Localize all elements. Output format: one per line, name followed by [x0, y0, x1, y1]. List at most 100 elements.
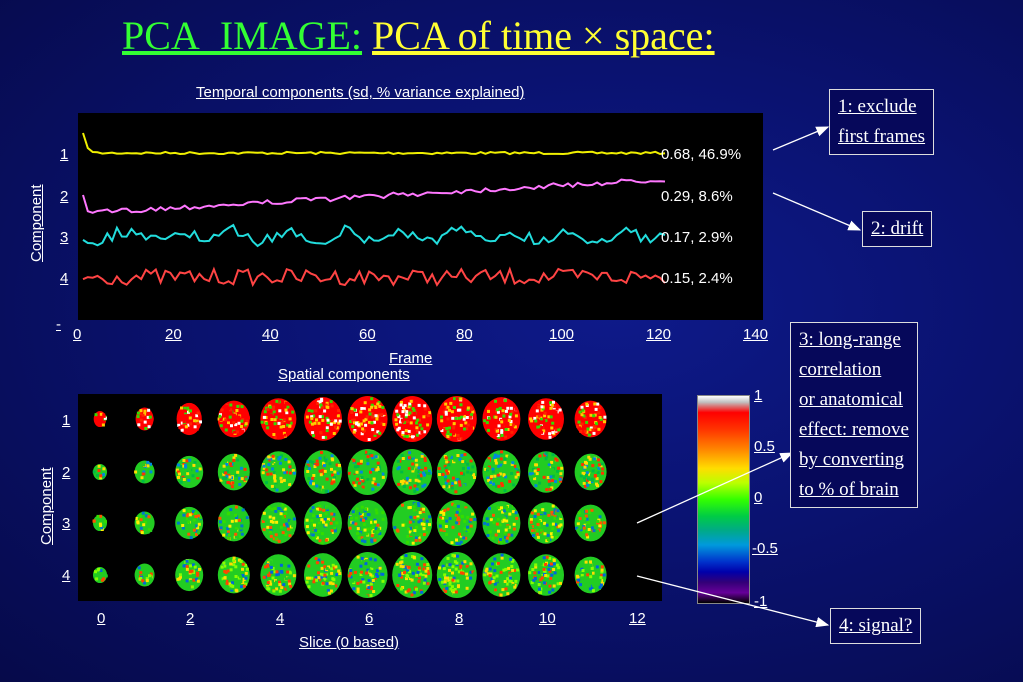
slide-title: PCA_IMAGE: PCA of time × space: [122, 12, 715, 59]
spatial-ytick-1: 1 [62, 412, 71, 429]
temporal-xtick: 20 [165, 326, 182, 343]
spatial-slice [134, 563, 155, 587]
spatial-slice [574, 453, 607, 491]
spatial-slice [347, 396, 388, 442]
spatial-slice [528, 554, 564, 596]
spatial-slice [574, 556, 607, 594]
spatial-slice [176, 402, 202, 436]
temporal-svg: 0.68, 46.9% 0.29, 8.6% 0.17, 2.9% 0.15, 2.4… [82, 132, 741, 288]
arrow-4 [636, 575, 830, 628]
colorbar-tick: 0 [754, 489, 763, 506]
temporal-xticks: 0 20 40 60 80 100 120 140 [66, 326, 786, 346]
spatial-ytick-2: 2 [62, 464, 71, 481]
temporal-xtick: 80 [456, 326, 473, 343]
temporal-ytick-3: 3 [60, 229, 69, 246]
title-prefix: PCA_IMAGE: [122, 13, 363, 58]
spatial-slice [134, 460, 155, 484]
spatial-title: Spatial components [278, 366, 410, 383]
temporal-xtick: 60 [359, 326, 376, 343]
temporal-ytick-4: 4 [60, 270, 69, 287]
spatial-xtick: 6 [365, 610, 374, 627]
spatial-slice [134, 511, 155, 535]
note-line: correlation [799, 359, 882, 380]
spatial-slice [93, 410, 107, 428]
note-exclude-first-frames: 1: exclude first frames [829, 89, 935, 155]
title-main: PCA of time × space: [372, 13, 715, 58]
temporal-xtick: 100 [549, 326, 575, 343]
temporal-xlabel: Frame [389, 350, 433, 367]
note-line: 3: long-range [799, 329, 901, 350]
note-drift: 2: drift [862, 211, 933, 247]
spatial-slice [392, 449, 433, 495]
arrow-2 [772, 192, 862, 231]
spatial-slice [392, 500, 433, 546]
spatial-slice [260, 554, 297, 596]
spatial-plot [78, 394, 662, 601]
spatial-xtick: 12 [629, 610, 646, 627]
temporal-series-label: 0.15, 2.4% [661, 270, 733, 287]
spatial-svg [92, 396, 607, 598]
spatial-xlabel: Slice (0 based) [299, 634, 400, 651]
temporal-title: Temporal components (sd, % variance expl… [196, 84, 525, 101]
note-long-range-correlation: 3: long-range correlation or anatomical … [790, 322, 918, 508]
note-line: to % of brain [799, 479, 899, 500]
spatial-xtick: 10 [539, 610, 556, 627]
spatial-slice [574, 400, 607, 438]
spatial-slice [347, 500, 388, 546]
temporal-series-label: 0.29, 8.6% [661, 188, 733, 205]
spatial-slice [482, 450, 521, 494]
colorbar-tick: 1 [754, 387, 763, 404]
spatial-xtick: 0 [97, 610, 106, 627]
colorbar-tick: -1 [754, 593, 768, 610]
note-line: 4: signal? [839, 615, 913, 636]
spatial-slice [93, 566, 108, 584]
spatial-slice [260, 502, 297, 544]
spatial-xtick: 8 [455, 610, 464, 627]
spatial-slice [92, 463, 107, 481]
temporal-series-line [82, 178, 666, 214]
spatial-slice [482, 501, 521, 545]
spatial-xticks: 0 2 4 6 8 10 12 [90, 610, 670, 630]
colorbar [697, 395, 750, 604]
temporal-xtick: 140 [743, 326, 769, 343]
spatial-slice [528, 502, 564, 544]
spatial-slice [347, 552, 388, 598]
spatial-slice [304, 553, 342, 597]
spatial-ytick-3: 3 [62, 515, 71, 532]
spatial-slice [135, 407, 154, 431]
note-line: effect: remove [799, 419, 909, 440]
temporal-xtick: 0 [73, 326, 82, 343]
arrow-1 [772, 126, 830, 151]
spatial-slice [574, 504, 607, 542]
spatial-slice [482, 553, 521, 597]
temporal-ytick-2: 2 [60, 188, 69, 205]
temporal-series-line [82, 132, 666, 156]
temporal-plot: 0.68, 46.9% 0.29, 8.6% 0.17, 2.9% 0.15, 2.4… [78, 113, 763, 320]
spatial-slice [436, 500, 477, 546]
spatial-slice [392, 552, 433, 598]
colorbar-tick: 0.5 [754, 438, 775, 455]
temporal-ytick-dash: - [56, 316, 61, 333]
spatial-xtick: 2 [186, 610, 195, 627]
spatial-slice [304, 450, 342, 494]
spatial-slice [260, 451, 297, 493]
spatial-slice [482, 397, 521, 441]
spatial-slice [392, 396, 433, 442]
note-line: first frames [838, 126, 926, 147]
note-line: by converting [799, 449, 905, 470]
spatial-slice [436, 449, 477, 495]
spatial-slice [528, 451, 564, 493]
note-line: 1: exclude [838, 96, 917, 117]
note-line: or anatomical [799, 389, 903, 410]
temporal-series-line [82, 266, 666, 288]
spatial-slice [92, 514, 107, 532]
spatial-slice [304, 501, 342, 545]
note-line: 2: drift [871, 218, 924, 239]
spatial-slice [175, 558, 204, 592]
spatial-slice [217, 504, 250, 542]
spatial-slice [436, 396, 477, 442]
spatial-xtick: 4 [276, 610, 285, 627]
temporal-series-label: 0.68, 46.9% [661, 146, 741, 163]
arrow-3 [636, 452, 794, 524]
spatial-slice [217, 556, 250, 594]
